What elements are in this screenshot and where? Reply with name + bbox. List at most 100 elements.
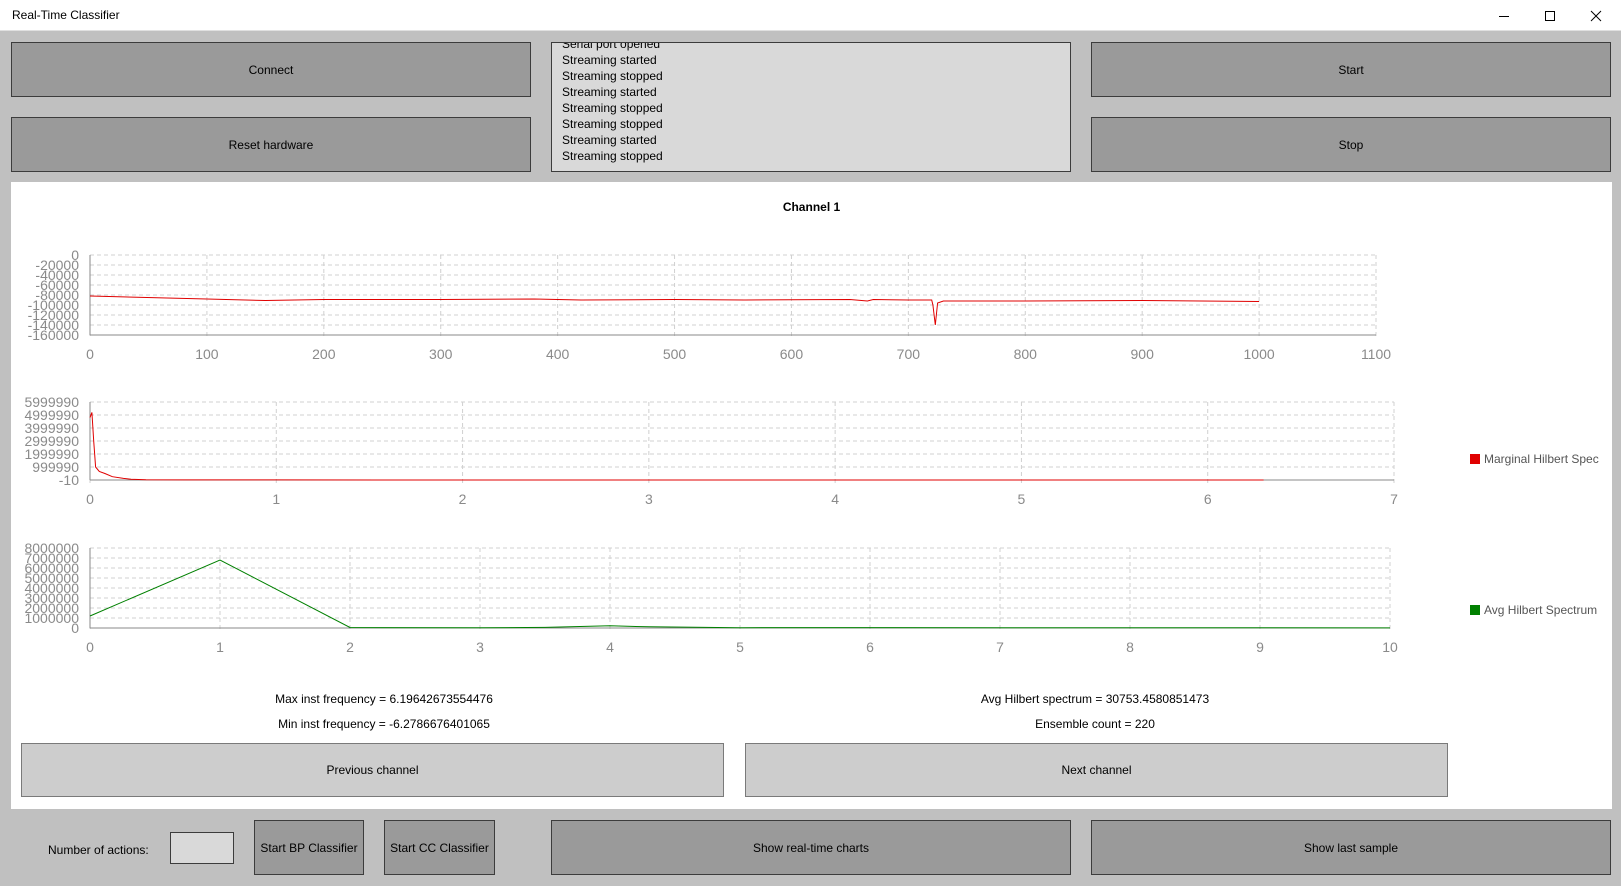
close-button[interactable] xyxy=(1573,0,1619,31)
chart-3-y-tick-label: 6000000 xyxy=(24,560,79,576)
chart-3-x-tick-label: 6 xyxy=(866,639,874,655)
chart-1-x-tick-label: 300 xyxy=(429,346,453,362)
number-of-actions-label: Number of actions: xyxy=(48,843,149,857)
number-of-actions-input[interactable] xyxy=(170,832,234,864)
chart-1-x-tick-label: 800 xyxy=(1014,346,1038,362)
chart-1-y-tick-label: -160000 xyxy=(28,327,80,343)
chart-3-y-tick-label: 1000000 xyxy=(24,610,79,626)
chart-3-x-tick-label: 10 xyxy=(1382,639,1398,655)
legend-label-marginal: Marginal Hilbert Spec xyxy=(1484,452,1599,466)
chart-2-y-tick-label: 2999990 xyxy=(24,433,79,449)
chart-2-y-tick-label: 5999990 xyxy=(24,394,79,410)
show-realtime-charts-button[interactable]: Show real-time charts xyxy=(551,820,1071,875)
chart-1-x-tick-label: 0 xyxy=(86,346,94,362)
chart-3-y-tick-label: 7000000 xyxy=(24,550,79,566)
chart-3-x-tick-label: 3 xyxy=(476,639,484,655)
chart-3-y-tick-label: 8000000 xyxy=(24,540,79,556)
chart-2-y-tick-label: 999990 xyxy=(32,459,79,475)
reset-hardware-button[interactable]: Reset hardware xyxy=(11,117,531,172)
chart-1-x-tick-label: 700 xyxy=(897,346,921,362)
chart-1-y-tick-label: -80000 xyxy=(35,287,79,303)
chart-3-series-line xyxy=(89,559,1391,629)
title-bar: Real-Time Classifier xyxy=(0,0,1621,31)
chart-1-x-tick-label: 600 xyxy=(780,346,804,362)
log-line: Serial port opened xyxy=(562,42,661,51)
log-line: Streaming started xyxy=(562,85,657,99)
legend-avg-hilbert: Avg Hilbert Spectrum xyxy=(1470,603,1610,617)
previous-channel-button[interactable]: Previous channel xyxy=(21,743,724,797)
chart-1-x-tick-label: 900 xyxy=(1131,346,1155,362)
chart-2-x-tick-label: 7 xyxy=(1390,491,1398,507)
chart-2-x-tick-label: 6 xyxy=(1204,491,1212,507)
chart-1-series-line xyxy=(89,295,1260,326)
chart-3-x-tick-label: 9 xyxy=(1256,639,1264,655)
maximize-icon xyxy=(1545,10,1555,21)
avg-hilbert-spectrum: Avg Hilbert spectrum = 30753.4580851473 xyxy=(980,692,1210,706)
charts-canvas: 0-20000-40000-60000-80000-100000-120000-… xyxy=(24,247,1398,655)
maximize-button[interactable] xyxy=(1527,0,1573,31)
log-line: Streaming stopped xyxy=(562,101,663,115)
chart-2-x-tick-label: 2 xyxy=(459,491,467,507)
close-icon xyxy=(1590,10,1602,21)
start-bp-classifier-button[interactable]: Start BP Classifier xyxy=(254,820,364,875)
legend-swatch-avg xyxy=(1470,605,1480,615)
legend-marginal-hilbert: Marginal Hilbert Spec xyxy=(1470,452,1610,466)
chart-1-y-tick-label: -20000 xyxy=(35,257,79,273)
chart-2-x-tick-label: 5 xyxy=(1018,491,1026,507)
chart-3-x-tick-label: 1 xyxy=(216,639,224,655)
chart-1-x-tick-label: 1000 xyxy=(1244,346,1275,362)
chart-1-x-tick-label: 1100 xyxy=(1361,346,1391,362)
max-inst-frequency: Max inst frequency = 6.19642673554476 xyxy=(275,692,493,706)
status-log-lines: Serial port opened Streaming started Strea… xyxy=(562,42,663,164)
chart-1-x-tick-label: 400 xyxy=(546,346,570,362)
log-line: Streaming stopped xyxy=(562,117,663,131)
chart-panel: Channel 1 0 -20000 -40000 -60000 -80000 -1000… xyxy=(11,182,1612,809)
chart-2-x-tick-label: 4 xyxy=(831,491,839,507)
chart-2-series-line xyxy=(89,412,1264,481)
minimize-button[interactable] xyxy=(1481,0,1527,31)
chart-1-y-tick-label: -140000 xyxy=(28,317,80,333)
chart-1-y-tick-label: -120000 xyxy=(28,307,80,323)
next-channel-button[interactable]: Next channel xyxy=(745,743,1448,797)
log-line: Streaming started xyxy=(562,133,657,147)
chart-3-x-tick-label: 5 xyxy=(736,639,744,655)
chart-3-x-tick-label: 4 xyxy=(606,639,614,655)
chart-1-y-tick-label: 0 xyxy=(71,247,79,263)
log-line: Streaming stopped xyxy=(562,149,663,163)
chart-2-x-tick-label: 1 xyxy=(272,491,280,507)
chart-3-x-tick-label: 8 xyxy=(1126,639,1134,655)
chart-2-y-tick-label: 1999990 xyxy=(24,446,79,462)
log-line: Streaming started xyxy=(562,53,657,67)
chart-3-y-tick-label: 5000000 xyxy=(24,570,79,586)
ensemble-count: Ensemble count = 220 xyxy=(1035,717,1155,731)
chart-1-y-tick-label: -60000 xyxy=(35,277,79,293)
chart-1-x-tick-label: 500 xyxy=(663,346,687,362)
chart-1-y-tick-label: -100000 xyxy=(28,297,80,313)
legend-label-avg: Avg Hilbert Spectrum xyxy=(1484,603,1598,617)
connect-button[interactable]: Connect xyxy=(11,42,531,97)
start-cc-classifier-button[interactable]: Start CC Classifier xyxy=(384,820,495,875)
chart-3-x-tick-label: 2 xyxy=(346,639,354,655)
channel-title: Channel 1 xyxy=(782,200,841,214)
chart-2-y-tick-label: 3999990 xyxy=(24,420,79,436)
chart-3-y-tick-label: 3000000 xyxy=(24,590,79,606)
chart-3-y-tick-label: 2000000 xyxy=(24,600,79,616)
chart-3-x-tick-label: 7 xyxy=(996,639,1004,655)
chart-2-y-tick-label: 4999990 xyxy=(24,407,79,423)
chart-1-x-tick-label: 100 xyxy=(195,346,219,362)
chart-1-y-tick-label: -40000 xyxy=(35,267,79,283)
window-title: Real-Time Classifier xyxy=(12,8,120,22)
legend-swatch-marginal xyxy=(1470,454,1480,464)
show-last-sample-button[interactable]: Show last sample xyxy=(1091,820,1611,875)
chart-2-y-tick-label: -10 xyxy=(59,472,79,488)
chart-2-x-tick-label: 3 xyxy=(645,491,653,507)
chart-2-x-tick-label: 0 xyxy=(86,491,94,507)
start-button[interactable]: Start xyxy=(1091,42,1611,97)
stop-button[interactable]: Stop xyxy=(1091,117,1611,172)
chart-3-x-tick-label: 0 xyxy=(86,639,94,655)
min-inst-frequency: Min inst frequency = -6.2786676401065 xyxy=(278,717,490,731)
chart-3-y-tick-label: 4000000 xyxy=(24,580,79,596)
status-log[interactable]: Serial port opened Streaming started Strea… xyxy=(551,42,1071,172)
minimize-icon xyxy=(1499,15,1509,17)
log-line: Streaming stopped xyxy=(562,69,663,83)
